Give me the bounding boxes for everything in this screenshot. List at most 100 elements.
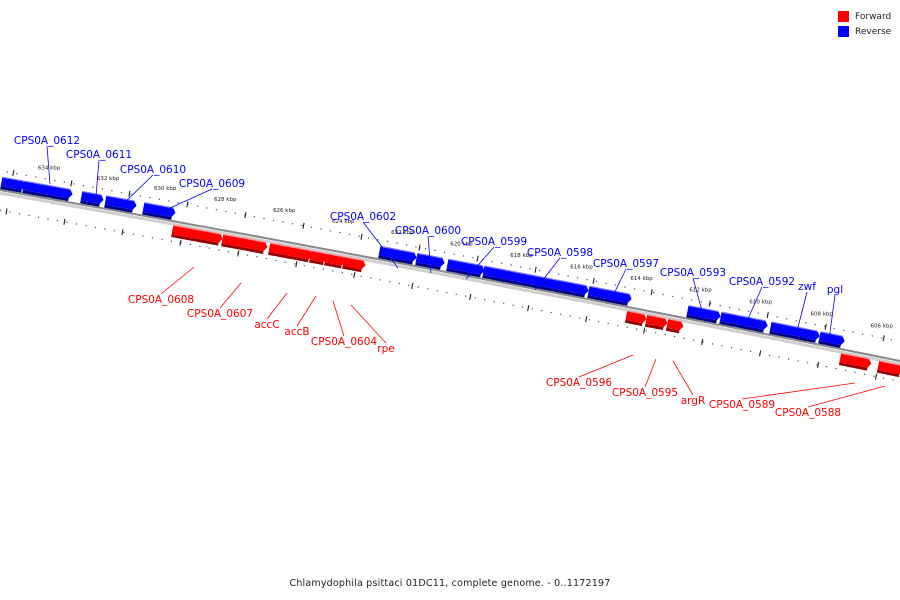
scale-dot xyxy=(805,322,807,324)
gene-argR[interactable] xyxy=(665,318,684,334)
scale-dot xyxy=(757,312,759,314)
gene-shadow xyxy=(686,314,717,324)
gene-highlight xyxy=(380,245,415,254)
scale-dot xyxy=(626,326,628,328)
scale-dot xyxy=(379,279,381,281)
scale-tick xyxy=(128,190,131,197)
scale-dot xyxy=(47,218,49,220)
gene-CPS0A_0608[interactable] xyxy=(171,224,223,246)
scale-dot xyxy=(672,295,674,298)
leader-line xyxy=(427,235,432,274)
gene-CPS0A_0593[interactable] xyxy=(686,305,721,324)
scale-dot xyxy=(139,195,142,197)
leader-line xyxy=(332,300,345,337)
tick-label: 622 kbp xyxy=(391,230,414,236)
gene-shadow xyxy=(482,274,585,298)
gene-CPS0A_0607[interactable] xyxy=(221,233,268,254)
gene-CPS0A_0602[interactable] xyxy=(378,245,417,265)
gene-highlight xyxy=(771,321,818,332)
gene-body xyxy=(171,225,223,243)
gene-shadow xyxy=(268,251,309,263)
scale-dot xyxy=(189,243,192,246)
gene-CPS0A_0599[interactable] xyxy=(446,258,485,278)
tick-label: 612 kbp xyxy=(689,288,712,294)
scale-dot xyxy=(873,375,875,377)
scale-dot xyxy=(730,347,733,349)
leader-line xyxy=(219,282,242,309)
scale-dot xyxy=(833,327,835,330)
leader-line xyxy=(609,268,627,303)
scale-tick xyxy=(411,282,414,289)
scale-tick xyxy=(534,266,537,273)
genes xyxy=(0,176,900,378)
gene-body xyxy=(719,312,768,330)
scale-dot xyxy=(206,207,208,209)
scale-tick xyxy=(824,323,827,330)
scale-dot xyxy=(871,335,873,337)
scale-dot xyxy=(275,259,277,262)
gene-shadow xyxy=(324,262,342,269)
gene-CPS0A_0611[interactable] xyxy=(80,190,104,207)
scale-dot xyxy=(358,235,360,237)
gene-accC[interactable] xyxy=(268,242,313,263)
scale-dot xyxy=(389,281,391,283)
scale-dot xyxy=(683,337,685,340)
gene-shadow xyxy=(818,340,841,348)
gene-shadow xyxy=(171,234,219,246)
scale-dot xyxy=(560,313,562,315)
scale-dot xyxy=(881,337,883,339)
scale-dot xyxy=(710,303,712,305)
gene-CPS0A_0612[interactable] xyxy=(22,180,73,202)
tick-label: 610 kbp xyxy=(749,300,772,306)
scale-dot xyxy=(6,171,8,173)
gene-body xyxy=(142,202,176,217)
gene-CPS0A_0598[interactable] xyxy=(482,265,589,298)
gene-pgl[interactable] xyxy=(818,331,845,348)
gene-CPS0A_0592[interactable] xyxy=(719,311,768,333)
gene-CPS0A_0597[interactable] xyxy=(587,285,632,306)
gene-rpe[interactable] xyxy=(342,256,366,273)
gene-CPS0A_0612[interactable] xyxy=(0,176,26,193)
scale-dot xyxy=(415,246,417,248)
gene-shadow xyxy=(769,330,816,343)
gene-CPS0A_0588[interactable] xyxy=(876,360,900,378)
gene-CPS0A_0604[interactable] xyxy=(324,252,346,269)
gene-zwf[interactable] xyxy=(769,321,820,343)
scale-dot xyxy=(711,343,714,345)
scale-tick xyxy=(295,261,298,268)
leader-line xyxy=(156,188,213,215)
scale-tick xyxy=(650,289,653,296)
leader-line xyxy=(121,174,154,206)
gene-CPS0A_0589[interactable] xyxy=(838,352,872,371)
scale-dot xyxy=(852,331,854,333)
scale-dot xyxy=(843,329,845,331)
scale-dot xyxy=(301,224,303,227)
gene-CPS0A_0595[interactable] xyxy=(644,314,668,331)
gene-shadow xyxy=(644,323,664,331)
scale-tick xyxy=(12,170,15,177)
scale-dot xyxy=(436,290,438,292)
gene-highlight xyxy=(448,258,483,267)
gene-highlight xyxy=(647,314,666,319)
gene-label: CPS0A_0611 xyxy=(66,149,132,161)
scale-dot xyxy=(424,248,427,250)
gene-label: CPS0A_0595 xyxy=(612,387,678,399)
scale-tick xyxy=(469,293,472,300)
scale-tick xyxy=(179,239,182,246)
scale-dot xyxy=(778,356,780,358)
gene-CPS0A_0609[interactable] xyxy=(142,202,176,220)
scale-tick xyxy=(701,338,704,345)
gene-body xyxy=(839,353,872,368)
gene-CPS0A_0596[interactable] xyxy=(624,310,647,326)
scale-dot xyxy=(854,371,856,373)
scale-dot xyxy=(168,200,170,202)
gene-highlight xyxy=(24,180,71,190)
scale-tick xyxy=(237,250,240,257)
scale-tick xyxy=(418,244,421,251)
gene-CPS0A_0610[interactable] xyxy=(104,195,137,213)
scale-dot xyxy=(567,275,569,277)
gene-shadow xyxy=(876,369,900,378)
scale-dot xyxy=(37,216,40,218)
gene-accB[interactable] xyxy=(309,250,328,266)
tick-label: 616 kbp xyxy=(570,264,593,270)
